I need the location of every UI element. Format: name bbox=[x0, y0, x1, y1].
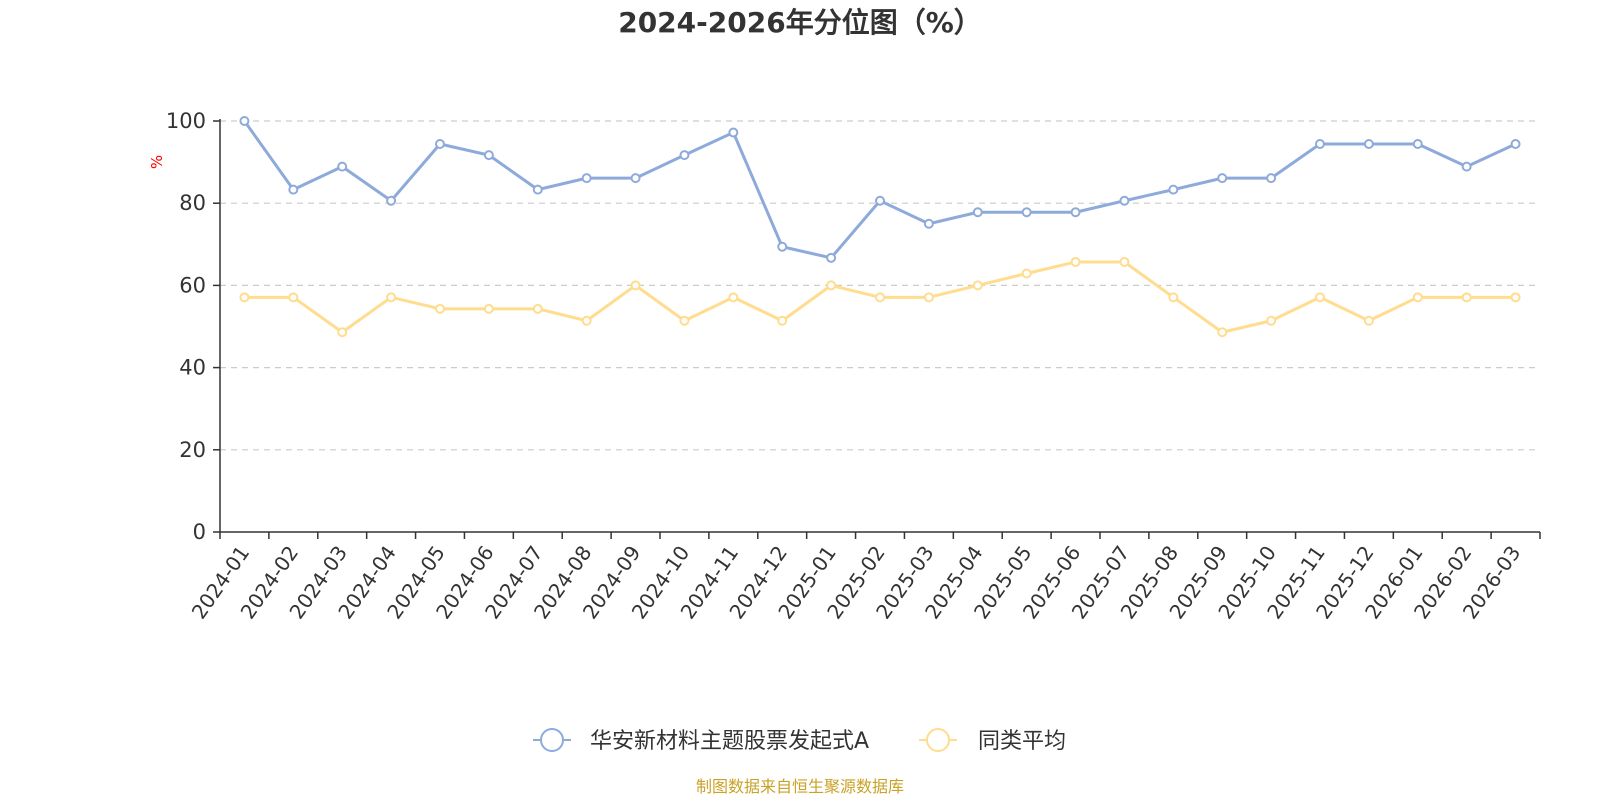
axes bbox=[219, 119, 1540, 533]
data-point-peer-average-2025-07 bbox=[1119, 256, 1130, 267]
data-point-fund-2024-12 bbox=[777, 241, 788, 252]
data-source-note: 制图数据来自恒生聚源数据库 bbox=[696, 777, 904, 796]
x-axis-ticks: 2024-012024-022024-032024-042024-052024-… bbox=[187, 532, 1541, 623]
data-point-fund-2024-05 bbox=[435, 139, 445, 150]
data-point-fund-2025-12 bbox=[1363, 139, 1374, 150]
data-point-fund-2025-11 bbox=[1315, 139, 1325, 150]
data-point-fund-2025-03 bbox=[923, 218, 934, 229]
legend-fund-label: 华安新材料主题股票发起式A bbox=[590, 729, 869, 754]
legend-item-fund[interactable]: 华安新材料主题股票发起式A bbox=[533, 728, 869, 754]
legend-item-peer-average[interactable]: 同类平均 bbox=[919, 728, 1066, 754]
data-point-peer-average-2025-05 bbox=[1021, 268, 1032, 279]
series-line-fund bbox=[243, 120, 1517, 260]
data-point-peer-average-2024-11 bbox=[728, 292, 739, 303]
data-point-fund-2026-01 bbox=[1412, 139, 1423, 150]
y-axis-ticks: 0 20 40 60 80 100 bbox=[166, 109, 220, 544]
data-point-peer-average-2026-02 bbox=[1461, 292, 1472, 303]
data-point-peer-average-2025-11 bbox=[1315, 292, 1325, 303]
data-point-peer-average-2025-12 bbox=[1363, 315, 1374, 326]
data-point-fund-2024-04 bbox=[386, 195, 397, 206]
data-point-fund-2026-02 bbox=[1461, 161, 1472, 172]
data-point-peer-average-2025-09 bbox=[1217, 327, 1228, 338]
data-point-peer-average-2026-01 bbox=[1412, 292, 1423, 303]
series-lines bbox=[239, 116, 1521, 338]
data-point-peer-average-2025-04 bbox=[972, 280, 983, 291]
chart-title: 2024-2026年分位图（%） bbox=[618, 6, 982, 39]
data-point-peer-average-2024-04 bbox=[386, 292, 397, 303]
y-tick-label-60: 60 bbox=[179, 273, 206, 297]
data-point-fund-2025-04 bbox=[972, 207, 983, 218]
data-point-fund-2025-01 bbox=[826, 252, 837, 263]
y-tick-label-20: 20 bbox=[179, 438, 206, 462]
data-point-fund-2025-06 bbox=[1070, 207, 1081, 218]
data-point-fund-2025-07 bbox=[1119, 195, 1130, 206]
grid-lines bbox=[220, 120, 1540, 451]
data-point-peer-average-2025-08 bbox=[1168, 292, 1179, 303]
data-point-fund-2025-02 bbox=[875, 195, 885, 206]
data-point-fund-2025-05 bbox=[1021, 207, 1032, 218]
data-point-peer-average-2024-06 bbox=[483, 303, 494, 314]
data-point-peer-average-2024-08 bbox=[581, 315, 592, 326]
legend-fund-circle-icon bbox=[540, 728, 564, 752]
y-tick-label-100: 100 bbox=[166, 109, 206, 133]
data-point-peer-average-2024-02 bbox=[288, 292, 299, 303]
data-point-fund-2024-01 bbox=[239, 116, 250, 126]
data-point-peer-average-2025-02 bbox=[875, 292, 885, 303]
legend-peer-circle-icon bbox=[926, 728, 950, 752]
data-point-fund-2026-03 bbox=[1510, 139, 1521, 150]
data-point-peer-average-2024-12 bbox=[777, 315, 788, 326]
data-point-fund-2024-08 bbox=[581, 173, 592, 184]
data-point-peer-average-2025-03 bbox=[923, 292, 934, 303]
data-point-peer-average-2025-10 bbox=[1266, 315, 1277, 326]
data-point-fund-2024-06 bbox=[483, 150, 494, 161]
y-tick-label-40: 40 bbox=[179, 356, 206, 380]
data-point-peer-average-2024-10 bbox=[679, 315, 690, 326]
data-point-peer-average-2024-05 bbox=[435, 303, 445, 314]
data-point-fund-2025-10 bbox=[1266, 173, 1277, 184]
data-point-fund-2024-10 bbox=[679, 150, 690, 161]
data-point-peer-average-2025-01 bbox=[826, 280, 837, 291]
data-point-fund-2025-08 bbox=[1168, 184, 1179, 195]
data-point-peer-average-2024-01 bbox=[239, 292, 250, 303]
data-point-peer-average-2024-03 bbox=[337, 327, 348, 338]
y-tick-label-80: 80 bbox=[179, 191, 206, 215]
legend[interactable]: 华安新材料主题股票发起式A 同类平均 bbox=[533, 728, 1066, 754]
data-point-peer-average-2024-09 bbox=[630, 280, 641, 291]
data-point-fund-2024-02 bbox=[288, 184, 299, 195]
data-point-fund-2025-09 bbox=[1217, 173, 1228, 184]
data-point-fund-2024-09 bbox=[630, 173, 641, 184]
y-tick-label-0: 0 bbox=[193, 520, 206, 544]
data-point-fund-2024-11 bbox=[728, 127, 739, 138]
data-point-peer-average-2026-03 bbox=[1510, 292, 1521, 303]
data-point-peer-average-2024-07 bbox=[532, 303, 543, 314]
data-point-fund-2024-07 bbox=[532, 184, 543, 195]
data-point-fund-2024-03 bbox=[337, 161, 348, 172]
data-point-peer-average-2025-06 bbox=[1070, 256, 1081, 267]
legend-peer-label: 同类平均 bbox=[978, 729, 1066, 754]
y-axis-label: % bbox=[148, 155, 166, 169]
